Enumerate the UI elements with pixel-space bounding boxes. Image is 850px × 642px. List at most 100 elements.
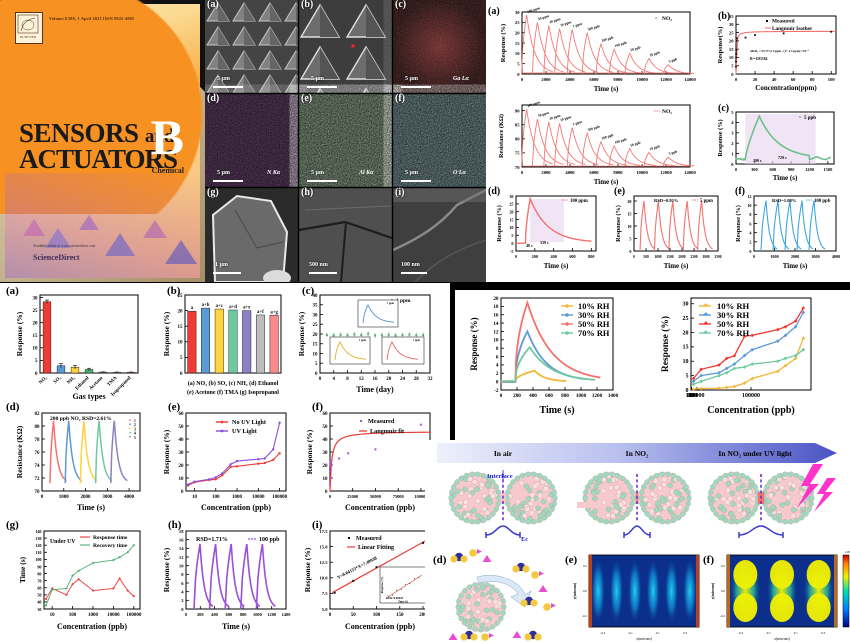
svg-text:600: 600	[226, 612, 233, 617]
elsevier-logo: ELSEVIER	[15, 12, 43, 44]
svg-text:Response (%): Response (%)	[735, 205, 742, 242]
svg-text:60: 60	[323, 412, 329, 417]
svg-text:Time (day): Time (day)	[356, 385, 394, 394]
svg-text:10.0: 10.0	[319, 576, 328, 581]
svg-text:339 s: 339 s	[540, 240, 549, 245]
svg-text:800: 800	[588, 254, 594, 259]
svg-text:(d): (d)	[488, 186, 500, 197]
data-point	[329, 477, 331, 479]
svg-text:Response (%): Response (%)	[162, 429, 171, 474]
data-point	[736, 37, 738, 39]
svg-text:3000: 3000	[702, 255, 709, 259]
svg-text:14: 14	[493, 321, 499, 327]
data-point	[783, 33, 785, 35]
svg-text:75: 75	[515, 151, 520, 156]
data-point	[735, 57, 737, 59]
data-point	[329, 464, 331, 466]
svg-text:y(microns): y(microns)	[711, 582, 715, 599]
mechanism-diagram: In air In NO₂ In NO₂ under UV light Interfa…	[425, 440, 850, 545]
svg-text:(d): (d)	[433, 554, 447, 566]
bottom-left-chart-block: 0 5 10 15 20 25 30 Response (%) Gas types (a) NO₂ S…	[0, 283, 450, 642]
molecule-o	[481, 633, 489, 641]
svg-text:25000: 25000	[347, 494, 359, 499]
svg-text:RSD=1.08%: RSD=1.08%	[772, 198, 797, 203]
svg-text:5: 5	[134, 436, 136, 440]
svg-text:3500: 3500	[714, 255, 721, 259]
svg-text:(c): (c)	[302, 285, 315, 297]
svg-text:90: 90	[515, 108, 520, 113]
svg-text:400: 400	[551, 254, 557, 259]
svg-text:Concentration(ppm): Concentration(ppm)	[755, 84, 817, 92]
svg-text:8000: 8000	[613, 77, 623, 82]
bar	[201, 308, 210, 373]
svg-text:-0.3: -0.3	[600, 631, 605, 635]
svg-text:0: 0	[511, 241, 513, 246]
svg-text:12: 12	[747, 194, 751, 199]
svg-text:(b): (b)	[718, 11, 730, 22]
scalebar-c	[401, 86, 431, 88]
bar	[270, 315, 279, 373]
svg-text:Concentration (ppb): Concentration (ppb)	[201, 503, 271, 512]
svg-text:30: 30	[313, 313, 319, 318]
svg-text:20: 20	[753, 77, 758, 82]
svg-text:80: 80	[810, 77, 815, 82]
svg-text:2: 2	[496, 371, 499, 377]
svg-text:900: 900	[788, 167, 795, 172]
svg-text:74: 74	[35, 464, 41, 469]
data-point	[735, 66, 737, 68]
svg-text:ΔR/R₀ = 53.77×a·Cppm / (1+ a·C: ΔR/R₀ = 53.77×a·Cppm / (1+ a·Cppm) ×10⁻²	[750, 49, 809, 53]
molecule-o	[531, 571, 539, 579]
svg-text:-5: -5	[510, 249, 514, 254]
svg-text:6000: 6000	[589, 170, 599, 175]
svg-text:50: 50	[179, 425, 185, 430]
svg-text:28: 28	[414, 377, 420, 382]
scalebar-a	[213, 86, 243, 88]
svg-text:0.2: 0.2	[583, 564, 587, 568]
svg-text:Response (%): Response (%)	[15, 311, 24, 356]
data-point	[745, 37, 747, 39]
svg-text:4000: 4000	[124, 495, 135, 500]
svg-text:20: 20	[683, 330, 689, 336]
svg-text:8: 8	[496, 346, 499, 352]
svg-text:8: 8	[749, 212, 751, 217]
svg-text:Time (s): Time (s)	[664, 262, 689, 270]
svg-text:(b): (b)	[167, 285, 181, 297]
svg-text:Measured: Measured	[772, 19, 795, 25]
svg-text:200: 200	[197, 612, 204, 617]
svg-text:-0.1: -0.1	[628, 631, 633, 635]
cover-triangle-5	[143, 220, 167, 238]
svg-text:20: 20	[386, 377, 392, 382]
svg-text:ELSEVIER: ELSEVIER	[20, 35, 37, 39]
svg-text:2000: 2000	[541, 77, 551, 82]
scalebar-e	[307, 180, 337, 182]
cover-triangle-4	[105, 233, 135, 256]
svg-text:Response (%): Response (%)	[305, 429, 314, 474]
data-point	[329, 484, 331, 486]
svg-text:3000: 3000	[811, 254, 819, 259]
sem-tag-c: (c)	[395, 0, 406, 10]
svg-text:120: 120	[35, 543, 41, 548]
svg-text:0.3: 0.3	[683, 631, 687, 635]
svg-text:0.0: 0.0	[583, 589, 587, 593]
svg-text:1200: 1200	[805, 167, 815, 172]
svg-text:1000: 1000	[59, 495, 70, 500]
svg-text:30: 30	[323, 451, 329, 456]
svg-text:1 ppm: 1 ppm	[387, 302, 395, 305]
bottom-left-svg: 051015202530Response (%)Gas types(a)NO₂ S…	[0, 283, 450, 642]
svg-text:a+d: a+d	[229, 305, 237, 310]
svg-text:12: 12	[179, 555, 184, 560]
data-point	[735, 53, 737, 55]
svg-text:100: 100	[828, 77, 836, 82]
svg-text:15.0: 15.0	[319, 544, 328, 549]
svg-text:0: 0	[633, 255, 635, 259]
svg-text:100: 100	[373, 613, 381, 618]
svg-text:50% RH: 50% RH	[578, 320, 610, 329]
svg-text:Time (s): Time (s)	[539, 405, 574, 416]
svg-text:800: 800	[240, 612, 247, 617]
bar	[242, 311, 251, 373]
svg-text:40: 40	[37, 600, 41, 605]
scalebar-label-a: 5 µm	[217, 76, 230, 82]
svg-text:NO₂: NO₂	[662, 109, 672, 115]
svg-text:4000: 4000	[565, 77, 575, 82]
svg-text:10: 10	[515, 51, 520, 56]
